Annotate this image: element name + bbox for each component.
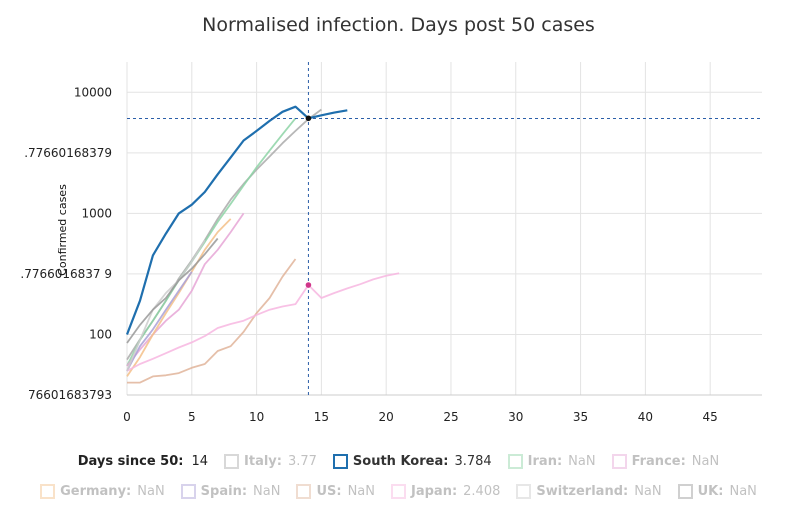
legend-lead-label: Days since 50: bbox=[77, 454, 184, 469]
x-tick-label: 15 bbox=[314, 410, 329, 424]
hover-markers bbox=[305, 115, 312, 288]
legend-item-switzerland[interactable]: Switzerland: NaN bbox=[516, 484, 662, 499]
legend-series-name: Italy: bbox=[244, 454, 282, 469]
series-line-france bbox=[126, 212, 245, 367]
legend-series-name: Japan: bbox=[411, 484, 458, 499]
x-tick-label: 0 bbox=[123, 410, 131, 424]
legend-series-name: South Korea: bbox=[352, 454, 449, 469]
legend-series-value: 3.77 bbox=[287, 454, 317, 469]
legend-swatch bbox=[296, 484, 312, 499]
y-tick-label: 76601683793 bbox=[28, 388, 112, 402]
legend-series-name: Switzerland: bbox=[536, 484, 629, 499]
series-line-spain bbox=[126, 271, 193, 372]
legend-series-value: 3.784 bbox=[454, 454, 492, 469]
legend-item-iran[interactable]: Iran: NaN bbox=[507, 454, 596, 469]
legend-item-us[interactable]: US: NaN bbox=[296, 484, 375, 499]
legend-swatch bbox=[40, 484, 56, 499]
legend-row-1: Days since 50: 14 Italy: 3.77 South Korea:… bbox=[0, 454, 797, 469]
legend-series-name: Spain: bbox=[200, 484, 248, 499]
series-line-iran bbox=[126, 117, 297, 367]
legend-row-2: Germany: NaN Spain: NaN US: NaN Japan: 2.408 Swi… bbox=[0, 484, 797, 499]
x-axis: 0 5 10 15 20 25 30 35 40 45 bbox=[123, 410, 718, 424]
series-line-switzerland bbox=[126, 239, 206, 372]
legend-item-uk[interactable]: UK: NaN bbox=[677, 484, 757, 499]
legend-item-france[interactable]: France: NaN bbox=[611, 454, 720, 469]
x-tick-label: 5 bbox=[188, 410, 196, 424]
y-axis: 10000 .77660168379 1000 .7766016837 9 100 766… bbox=[20, 85, 112, 402]
legend-item-south-korea[interactable]: South Korea: 3.784 bbox=[332, 454, 492, 469]
legend-item-italy[interactable]: Italy: 3.77 bbox=[224, 454, 317, 469]
legend-series-name: US: bbox=[316, 484, 342, 499]
legend-swatch bbox=[224, 454, 240, 469]
legend-series-value: 2.408 bbox=[463, 484, 501, 499]
legend-swatch bbox=[677, 484, 693, 499]
marker-japan bbox=[305, 282, 312, 288]
x-tick-label: 45 bbox=[703, 410, 718, 424]
legend-series-value: NaN bbox=[691, 454, 720, 469]
legend-swatch bbox=[507, 454, 523, 469]
legend-series-value: NaN bbox=[347, 484, 375, 499]
legend-item-germany[interactable]: Germany: NaN bbox=[40, 484, 165, 499]
legend-swatch bbox=[391, 484, 406, 499]
legend-series-name: France: bbox=[631, 454, 686, 469]
x-tick-label: 35 bbox=[573, 410, 588, 424]
y-tick-label: 10000 bbox=[74, 85, 112, 99]
x-tick-label: 10 bbox=[249, 410, 264, 424]
legend-series-value: NaN bbox=[137, 484, 165, 499]
legend-lead: Days since 50: 14 bbox=[78, 454, 208, 469]
series-line-us bbox=[127, 258, 297, 384]
series-lines bbox=[125, 105, 400, 384]
y-axis-label: Confirmed cases bbox=[56, 184, 69, 276]
y-tick-label: 100 bbox=[89, 327, 112, 341]
legend-swatch bbox=[516, 484, 532, 499]
series-line-italy bbox=[126, 108, 322, 361]
legend-item-japan[interactable]: Japan: 2.408 bbox=[391, 484, 500, 499]
x-tick-label: 20 bbox=[379, 410, 394, 424]
legend-item-spain[interactable]: Spain: NaN bbox=[180, 484, 281, 499]
series-line-germany bbox=[126, 218, 232, 377]
series-line-uk bbox=[126, 237, 219, 344]
x-tick-label: 40 bbox=[638, 410, 653, 424]
legend-series-name: UK: bbox=[697, 484, 724, 499]
y-tick-label: 1000 bbox=[81, 206, 112, 220]
y-tick-label: .77660168379 bbox=[24, 146, 112, 160]
legend-series-name: Iran: bbox=[527, 454, 563, 469]
x-tick-label: 25 bbox=[443, 410, 458, 424]
legend-series-name: Germany: bbox=[60, 484, 132, 499]
y-tick-label: .7766016837 9 bbox=[20, 267, 112, 281]
legend-swatch bbox=[611, 454, 627, 469]
legend-series-value: NaN bbox=[729, 484, 757, 499]
marker-south-korea bbox=[305, 115, 312, 122]
legend-series-value: NaN bbox=[634, 484, 662, 499]
legend-swatch bbox=[180, 484, 196, 499]
legend-series-value: NaN bbox=[568, 454, 596, 469]
series-line-japan bbox=[126, 272, 400, 372]
chart-title: Normalised infection. Days post 50 cases bbox=[202, 14, 595, 36]
legend-swatch bbox=[332, 454, 348, 469]
legend-series-value: NaN bbox=[253, 484, 281, 499]
x-tick-label: 30 bbox=[508, 410, 523, 424]
legend-lead-value: 14 bbox=[191, 454, 209, 469]
